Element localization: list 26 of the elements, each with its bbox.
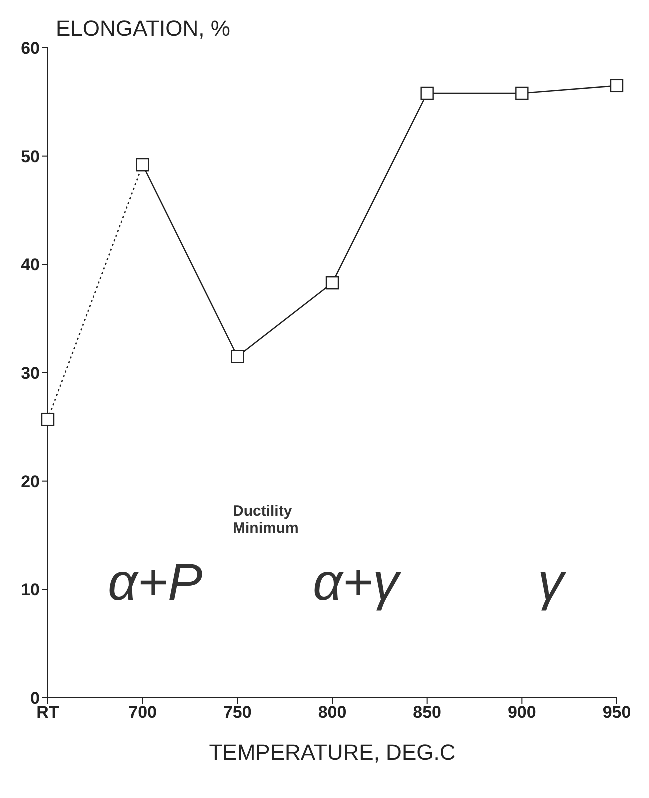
y-tick-label: 50	[21, 147, 40, 166]
x-tick-label: 750	[223, 703, 252, 722]
annotation: α+γ	[313, 553, 400, 613]
point	[41, 412, 55, 426]
y-tick-label: 30	[21, 364, 40, 384]
x-tick-label: 850	[413, 703, 442, 722]
x-tick-label: 800	[318, 703, 347, 722]
y-tick-label: 40	[21, 256, 40, 275]
x-tick-label: 900	[508, 703, 536, 722]
x-axis-title: TEMPERATURE, DEG.C	[209, 740, 456, 765]
x-tick-label: RT	[36, 703, 60, 722]
x-tick-label: 950	[602, 703, 632, 722]
y-axis-title: ELONGATION, %	[56, 16, 230, 42]
y-tick-label: 20	[21, 472, 40, 492]
x-tick-label: 700	[128, 703, 158, 722]
point	[231, 350, 244, 364]
annotation: α+P	[108, 553, 203, 613]
point	[326, 276, 340, 290]
annotation: γ	[538, 553, 564, 613]
y-tick-label: 10	[21, 580, 40, 600]
point	[136, 158, 150, 172]
y-tick-label: 60	[21, 39, 40, 58]
point	[420, 86, 434, 100]
annotation: Ductility Minimum	[233, 503, 300, 537]
point	[610, 79, 624, 93]
point	[516, 86, 529, 100]
